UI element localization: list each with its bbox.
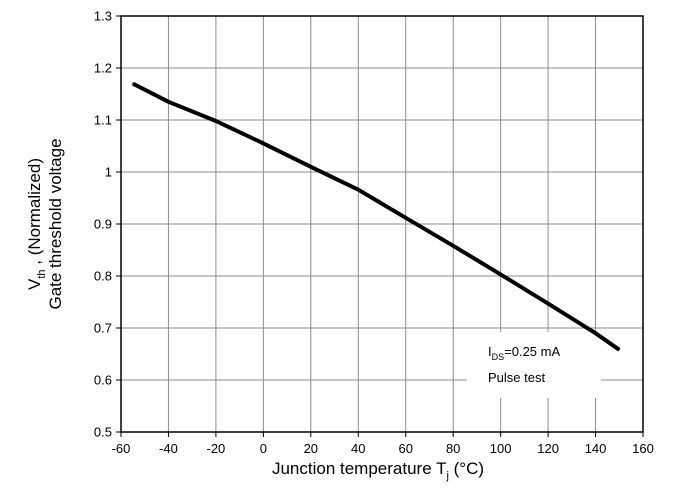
legend-line-1: IDS=0.25 mA — [488, 344, 560, 362]
y-axis-title-main: V — [25, 278, 44, 290]
x-tick-label: 160 — [632, 441, 654, 456]
series-point — [405, 217, 407, 219]
x-tick-label: 20 — [304, 441, 318, 456]
legend-line-1-rest: =0.25 mA — [504, 344, 560, 359]
series-point — [262, 142, 264, 144]
y-tick-label: 0.5 — [94, 425, 112, 440]
legend-line-1-main: I — [488, 344, 492, 359]
y-tick-label: 1.1 — [94, 113, 112, 128]
x-tick-label: 120 — [537, 441, 559, 456]
axis-ticks: -60 -40 -20 0 20 40 60 80 100 120 140 160 0.5 0.6 0.7 0… — [94, 9, 654, 457]
series-point — [310, 166, 312, 168]
y-axis-title-rest: , (Normalized) — [25, 158, 44, 269]
series-point — [547, 302, 549, 305]
series-point — [215, 120, 217, 122]
series-point — [594, 332, 597, 334]
series-point — [618, 349, 620, 351]
y-axis-title-sub: th — [36, 269, 48, 278]
y-axis-title: Vth , (Normalized) Gate threshold voltag… — [25, 138, 65, 309]
x-tick-label: 100 — [490, 441, 512, 456]
series-point — [357, 189, 359, 191]
y-tick-label: 1.3 — [94, 9, 112, 24]
series-point — [132, 83, 134, 85]
series-point — [167, 101, 170, 103]
y-tick-label: 1 — [105, 165, 112, 180]
x-tick-label: 0 — [260, 441, 267, 456]
y-axis-title-line-2: Gate threshold voltage — [46, 138, 65, 309]
x-axis-title: Junction temperature Tj (°C) — [272, 459, 484, 482]
x-tick-label: -60 — [112, 441, 131, 456]
legend-background — [467, 332, 601, 398]
x-axis-title-main: Junction temperature T — [272, 459, 447, 478]
x-axis-title-sub: j — [445, 470, 448, 482]
legend-box: IDS=0.25 mA Pulse test — [467, 332, 601, 398]
series-point — [452, 245, 454, 247]
y-tick-label: 1.2 — [94, 61, 112, 76]
series-line — [131, 81, 621, 352]
x-axis-title-unit: (°C) — [449, 459, 484, 478]
x-tick-label: 80 — [446, 441, 460, 456]
x-tick-label: 140 — [585, 441, 607, 456]
y-tick-label: 0.8 — [94, 269, 112, 284]
x-tick-label: 40 — [351, 441, 365, 456]
series-point — [500, 273, 502, 276]
x-tick-label: -20 — [207, 441, 226, 456]
x-tick-label: 60 — [398, 441, 412, 456]
x-tick-label: -40 — [159, 441, 178, 456]
y-tick-label: 0.9 — [94, 217, 112, 232]
y-tick-label: 0.7 — [94, 321, 112, 336]
legend-line-1-sub: DS — [492, 352, 505, 362]
y-tick-label: 0.6 — [94, 373, 112, 388]
series — [131, 81, 621, 352]
y-axis-title-line-1: Vth , (Normalized) — [25, 158, 48, 290]
legend-line-2: Pulse test — [488, 370, 545, 385]
